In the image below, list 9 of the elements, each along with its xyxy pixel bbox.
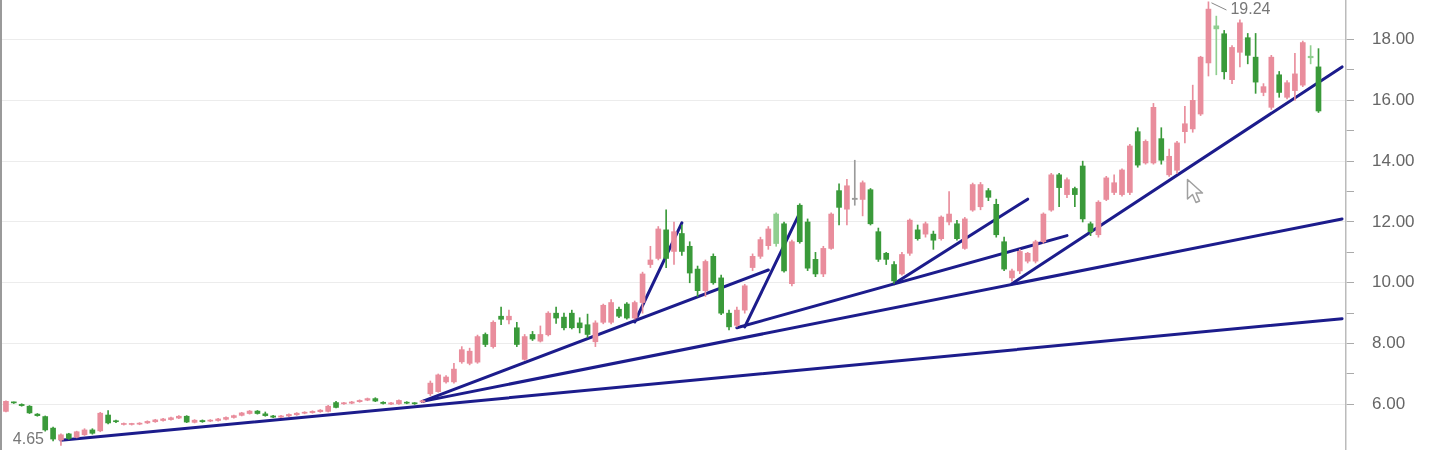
y-tick-label: 14.00 [1372, 150, 1415, 170]
y-tick-label: 6.00 [1372, 394, 1406, 414]
annotation: 19.24 [1230, 0, 1271, 18]
y-tick-label: 18.00 [1372, 29, 1415, 49]
y-tick-label: 12.00 [1372, 211, 1415, 231]
y-tick-label: 8.00 [1372, 333, 1406, 353]
y-tick-label: 10.00 [1372, 272, 1415, 292]
annotation: 4.65 [12, 430, 45, 448]
y-tick-label: 16.00 [1372, 90, 1415, 110]
